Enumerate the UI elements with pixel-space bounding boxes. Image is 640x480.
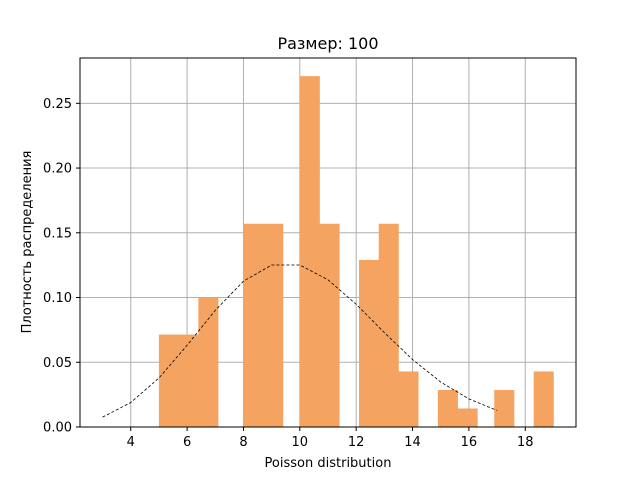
histogram-bar xyxy=(243,223,264,427)
histogram-bar xyxy=(359,259,380,427)
histogram-bar xyxy=(263,223,284,427)
x-tick-label: 6 xyxy=(183,435,191,450)
histogram-bar xyxy=(178,334,199,427)
y-tick-label: 0.20 xyxy=(43,162,72,177)
histogram-bar xyxy=(378,223,399,427)
histogram-bar xyxy=(533,371,554,427)
x-axis-label: Poisson distribution xyxy=(265,456,392,471)
x-tick-label: 8 xyxy=(239,435,247,450)
x-axis-ticks: 4 6 8 10 12 14 16 18 xyxy=(127,427,534,450)
histogram-bar xyxy=(299,76,320,427)
y-tick-label: 0.00 xyxy=(43,421,72,436)
chart-title: Размер: 100 xyxy=(277,34,378,53)
histogram-bar xyxy=(198,297,219,427)
y-tick-label: 0.25 xyxy=(43,97,72,112)
pmf-line-group xyxy=(102,264,498,418)
y-tick-label: 0.05 xyxy=(43,356,72,371)
histogram-bar xyxy=(457,408,478,427)
histogram-bar xyxy=(398,371,419,427)
x-tick-label: 16 xyxy=(461,435,478,450)
histogram-bars xyxy=(158,76,554,427)
y-tick-label: 0.15 xyxy=(43,226,72,241)
y-axis-ticks: 0.00 0.05 0.10 0.15 0.20 0.25 xyxy=(43,97,80,436)
histogram-bar xyxy=(319,223,340,427)
histogram-bar xyxy=(158,334,179,427)
x-tick-label: 12 xyxy=(348,435,365,450)
x-tick-label: 10 xyxy=(292,435,309,450)
x-tick-label: 18 xyxy=(517,435,534,450)
x-tick-label: 14 xyxy=(404,435,421,450)
histogram-bar xyxy=(437,389,458,427)
y-tick-label: 0.10 xyxy=(43,291,72,306)
x-tick-label: 4 xyxy=(127,435,135,450)
plot-area-frame xyxy=(79,57,577,428)
y-axis-label: Плотность распределения xyxy=(20,151,35,334)
histogram-bar xyxy=(494,389,515,427)
pmf-dashed-line xyxy=(102,264,498,418)
